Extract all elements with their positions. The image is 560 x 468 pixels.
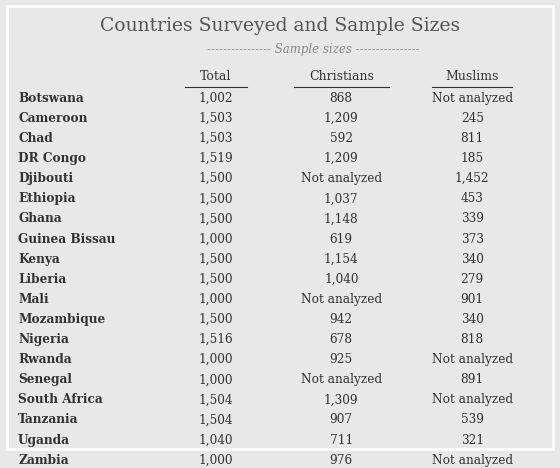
- Text: 245: 245: [461, 112, 484, 125]
- Text: Senegal: Senegal: [18, 373, 72, 386]
- Text: Tanzania: Tanzania: [18, 414, 78, 426]
- Text: Cameroon: Cameroon: [18, 112, 87, 125]
- Text: Not analyzed: Not analyzed: [301, 172, 382, 185]
- Text: 907: 907: [330, 414, 353, 426]
- Text: 1,037: 1,037: [324, 192, 358, 205]
- Text: Guinea Bissau: Guinea Bissau: [18, 233, 115, 246]
- Text: 1,209: 1,209: [324, 112, 358, 125]
- Text: Botswana: Botswana: [18, 92, 84, 105]
- Text: 1,000: 1,000: [199, 453, 233, 467]
- Text: 1,209: 1,209: [324, 152, 358, 165]
- Text: 891: 891: [461, 373, 484, 386]
- Text: 1,452: 1,452: [455, 172, 489, 185]
- Text: 1,516: 1,516: [199, 333, 233, 346]
- Text: 711: 711: [330, 433, 353, 446]
- Text: 1,503: 1,503: [199, 112, 233, 125]
- Text: 1,500: 1,500: [199, 192, 233, 205]
- Text: Chad: Chad: [18, 132, 53, 145]
- Text: 1,040: 1,040: [324, 273, 358, 286]
- Text: ---------------- Sample sizes ----------------: ---------------- Sample sizes ----------…: [207, 43, 420, 56]
- Text: 1,040: 1,040: [199, 433, 233, 446]
- Text: Ghana: Ghana: [18, 212, 62, 226]
- Text: 1,000: 1,000: [199, 373, 233, 386]
- Text: 1,000: 1,000: [199, 233, 233, 246]
- Text: Mozambique: Mozambique: [18, 313, 105, 326]
- Text: Not analyzed: Not analyzed: [432, 353, 513, 366]
- Text: 1,519: 1,519: [199, 152, 234, 165]
- Text: 339: 339: [461, 212, 484, 226]
- Text: DR Congo: DR Congo: [18, 152, 86, 165]
- Text: Djibouti: Djibouti: [18, 172, 73, 185]
- Text: 279: 279: [461, 273, 484, 286]
- Text: 185: 185: [461, 152, 484, 165]
- Text: 373: 373: [461, 233, 484, 246]
- Text: 1,500: 1,500: [199, 172, 233, 185]
- Text: 1,000: 1,000: [199, 353, 233, 366]
- Text: Muslims: Muslims: [446, 70, 499, 83]
- Text: Not analyzed: Not analyzed: [432, 92, 513, 105]
- Text: 1,504: 1,504: [199, 414, 233, 426]
- Text: 1,500: 1,500: [199, 313, 233, 326]
- Text: Not analyzed: Not analyzed: [432, 394, 513, 406]
- Text: 453: 453: [461, 192, 484, 205]
- Text: Nigeria: Nigeria: [18, 333, 69, 346]
- Text: 1,504: 1,504: [199, 394, 233, 406]
- Text: Ethiopia: Ethiopia: [18, 192, 76, 205]
- Text: Total: Total: [200, 70, 232, 83]
- Text: 321: 321: [461, 433, 484, 446]
- Text: 868: 868: [330, 92, 353, 105]
- Text: 539: 539: [461, 414, 484, 426]
- Text: Christians: Christians: [309, 70, 374, 83]
- Text: Countries Surveyed and Sample Sizes: Countries Surveyed and Sample Sizes: [100, 17, 460, 35]
- Text: 1,309: 1,309: [324, 394, 358, 406]
- Text: 818: 818: [461, 333, 484, 346]
- Text: Zambia: Zambia: [18, 453, 69, 467]
- Text: Kenya: Kenya: [18, 253, 60, 266]
- Text: 1,503: 1,503: [199, 132, 233, 145]
- Text: 1,002: 1,002: [199, 92, 233, 105]
- Text: Uganda: Uganda: [18, 433, 70, 446]
- Text: 1,000: 1,000: [199, 293, 233, 306]
- Text: Liberia: Liberia: [18, 273, 66, 286]
- Text: 592: 592: [330, 132, 353, 145]
- Text: Not analyzed: Not analyzed: [301, 373, 382, 386]
- Text: 942: 942: [330, 313, 353, 326]
- Text: Not analyzed: Not analyzed: [301, 293, 382, 306]
- Text: 811: 811: [461, 132, 484, 145]
- Text: Not analyzed: Not analyzed: [432, 453, 513, 467]
- Text: 340: 340: [461, 313, 484, 326]
- Text: 901: 901: [461, 293, 484, 306]
- Text: 1,148: 1,148: [324, 212, 358, 226]
- Text: 1,500: 1,500: [199, 273, 233, 286]
- Text: 925: 925: [330, 353, 353, 366]
- Text: 340: 340: [461, 253, 484, 266]
- Text: Mali: Mali: [18, 293, 49, 306]
- Text: South Africa: South Africa: [18, 394, 103, 406]
- Text: 1,154: 1,154: [324, 253, 358, 266]
- Text: 1,500: 1,500: [199, 212, 233, 226]
- Text: Rwanda: Rwanda: [18, 353, 72, 366]
- Text: 619: 619: [330, 233, 353, 246]
- Text: 678: 678: [330, 333, 353, 346]
- Text: 1,500: 1,500: [199, 253, 233, 266]
- Text: 976: 976: [330, 453, 353, 467]
